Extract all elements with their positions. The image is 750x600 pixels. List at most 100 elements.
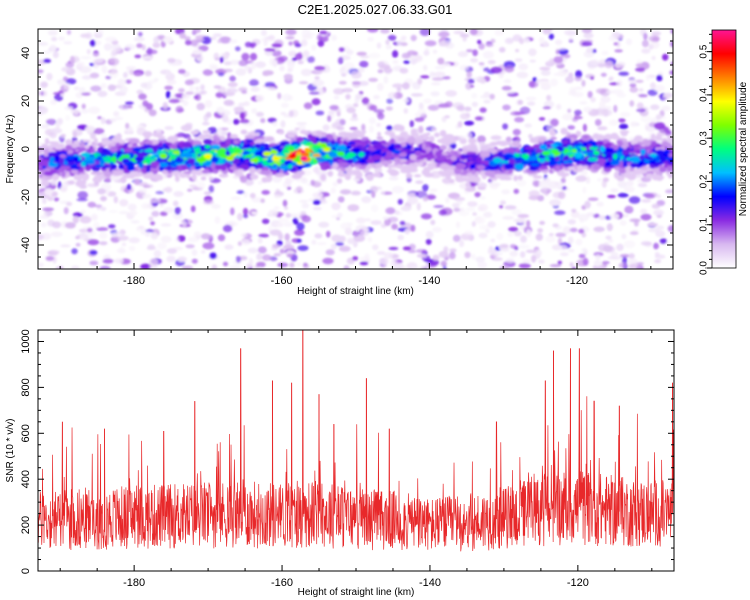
noise-blob (296, 122, 308, 126)
band-blob (351, 163, 362, 167)
band-blob (286, 133, 296, 139)
band-blob (338, 144, 347, 151)
noise-blob (273, 194, 281, 199)
noise-blob (465, 207, 476, 212)
noise-blob (402, 246, 412, 251)
noise-blob (425, 230, 434, 239)
band-blob (518, 175, 523, 181)
y-tick-label: 200 (20, 516, 32, 534)
noise-blob (512, 128, 521, 136)
noise-blob (670, 29, 673, 34)
noise-blob (51, 36, 58, 42)
colorbar-tick-label: 0.5 (699, 44, 710, 58)
noise-blob (463, 230, 474, 236)
noise-blob (474, 116, 483, 121)
noise-blob (319, 30, 328, 35)
band-blob (659, 166, 667, 173)
y-tick-label: 0 (20, 146, 32, 152)
band-blob (327, 170, 334, 177)
noise-blob (214, 216, 221, 224)
noise-blob (63, 82, 71, 90)
noise-blob (144, 70, 152, 77)
band-blob (100, 165, 111, 169)
noise-blob (100, 133, 107, 140)
band-blob (337, 172, 347, 177)
noise-blob (477, 135, 486, 143)
band-blob (629, 167, 635, 172)
band-blob (439, 130, 447, 137)
noise-blob (38, 69, 44, 73)
noise-blob (192, 49, 203, 55)
noise-blob (499, 205, 504, 209)
band-blob (666, 165, 673, 171)
band-blob (73, 140, 82, 144)
noise-blob (599, 88, 611, 97)
band-blob (68, 180, 75, 185)
noise-blob (89, 39, 96, 47)
band-blob (51, 173, 60, 181)
noise-blob (402, 98, 409, 103)
noise-blob (338, 80, 347, 85)
band-blob (249, 166, 256, 174)
band-blob (640, 148, 646, 156)
noise-blob (517, 99, 524, 105)
noise-blob (203, 191, 212, 195)
band-blob (655, 146, 666, 152)
noise-blob (202, 121, 210, 126)
noise-blob (89, 260, 99, 266)
band-blob (503, 141, 514, 146)
noise-blob (380, 190, 386, 195)
noise-blob (608, 119, 619, 126)
noise-blob (460, 233, 473, 241)
band-blob (563, 154, 570, 161)
noise-blob (340, 222, 352, 230)
noise-blob (371, 204, 379, 213)
band-blob (84, 156, 96, 161)
noise-blob (182, 93, 190, 100)
noise-blob (549, 264, 562, 268)
noise-blob (548, 233, 554, 237)
noise-blob (522, 259, 531, 265)
noise-blob (295, 212, 303, 221)
y-tick-label: 20 (20, 95, 32, 107)
noise-blob (282, 180, 291, 189)
band-blob (530, 162, 540, 167)
noise-blob (490, 38, 496, 44)
noise-blob (478, 62, 485, 66)
band-blob (617, 141, 622, 147)
band-blob (225, 150, 231, 156)
noise-blob (84, 125, 96, 133)
noise-blob (196, 102, 205, 111)
band-blob (665, 144, 673, 148)
band-blob (546, 159, 558, 167)
noise-blob (285, 213, 291, 218)
band-blob (559, 154, 564, 161)
band-blob (603, 147, 615, 153)
band-blob (61, 171, 66, 178)
noise-blob (552, 223, 559, 228)
noise-blob (64, 106, 74, 111)
noise-blob (129, 69, 135, 76)
noise-blob (569, 262, 574, 267)
noise-blob (432, 49, 438, 54)
band-blob (275, 153, 284, 157)
band-blob (633, 140, 638, 144)
noise-blob (87, 227, 93, 233)
band-blob (563, 163, 573, 168)
noise-blob (475, 216, 482, 223)
y-tick-label: 800 (20, 378, 32, 396)
noise-blob (490, 238, 495, 243)
noise-blob (477, 39, 482, 45)
noise-blob (100, 206, 107, 211)
noise-blob (538, 259, 545, 264)
noise-blob (140, 263, 152, 269)
band-blob (259, 145, 266, 152)
band-blob (469, 146, 478, 152)
noise-blob (597, 63, 605, 68)
noise-blob (181, 220, 187, 227)
band-blob (146, 165, 151, 173)
noise-blob (119, 199, 129, 207)
noise-blob (526, 220, 531, 228)
band-blob (120, 176, 127, 184)
noise-blob (49, 44, 57, 53)
